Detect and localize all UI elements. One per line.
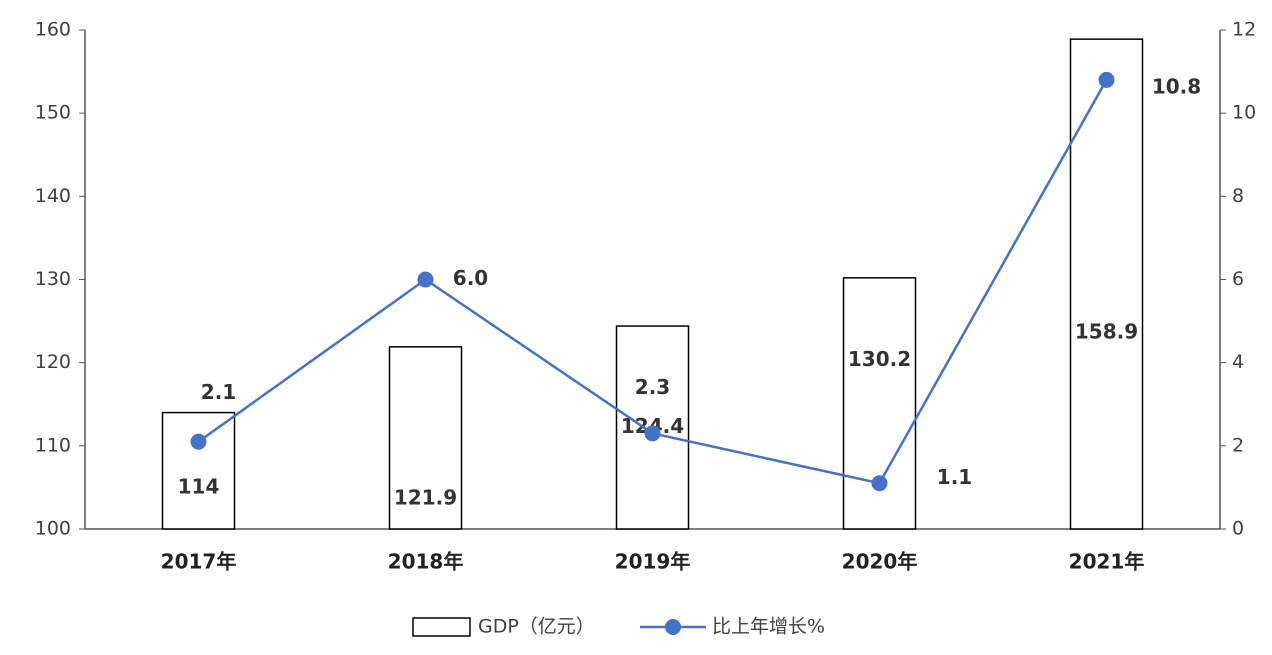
legend-swatch-marker — [665, 619, 681, 635]
y2-tick-label: 8 — [1232, 185, 1244, 207]
bar-value-label: 158.9 — [1075, 320, 1138, 344]
line-point — [417, 271, 434, 288]
legend-swatch — [412, 617, 471, 637]
y-tick-label: 110 — [35, 434, 71, 456]
x-tick-label: 2017年 — [161, 550, 237, 574]
bar — [842, 277, 917, 530]
line-point — [190, 433, 207, 450]
y2-tick-label: 4 — [1232, 351, 1244, 373]
legend-label: 比上年增长% — [712, 616, 825, 638]
line-value-label: 2.1 — [201, 380, 236, 404]
bar-value-label: 130.2 — [848, 347, 911, 371]
bar — [161, 411, 236, 530]
line-value-label: 6.0 — [453, 266, 488, 290]
y-tick-label: 100 — [35, 518, 71, 540]
y-tick-label: 120 — [35, 351, 71, 373]
bar-value-label: 121.9 — [394, 486, 457, 510]
line-value-label: 10.8 — [1152, 74, 1201, 98]
x-tick-label: 2021年 — [1069, 550, 1145, 574]
y-tick-label: 150 — [35, 102, 71, 124]
x-tick-label: 2020年 — [842, 550, 918, 574]
line-point — [644, 425, 661, 442]
y2-tick-label: 12 — [1232, 19, 1256, 41]
line-point — [1098, 71, 1115, 88]
bar-value-label: 114 — [178, 475, 220, 499]
y2-tick-label: 2 — [1232, 434, 1244, 456]
line-value-label: 2.3 — [635, 375, 670, 399]
y2-tick-label: 6 — [1232, 268, 1244, 290]
line-point — [871, 475, 888, 492]
y2-tick-label: 0 — [1232, 518, 1244, 540]
y-tick-label: 140 — [35, 185, 71, 207]
x-tick-label: 2019年 — [615, 550, 691, 574]
bar — [388, 346, 463, 530]
legend-label: GDP（亿元） — [478, 616, 595, 638]
y-tick-label: 130 — [35, 268, 71, 290]
x-tick-label: 2018年 — [388, 550, 464, 574]
y-tick-label: 160 — [35, 19, 71, 41]
bar — [1069, 38, 1144, 530]
y2-tick-label: 10 — [1232, 102, 1256, 124]
line-value-label: 1.1 — [937, 465, 972, 489]
